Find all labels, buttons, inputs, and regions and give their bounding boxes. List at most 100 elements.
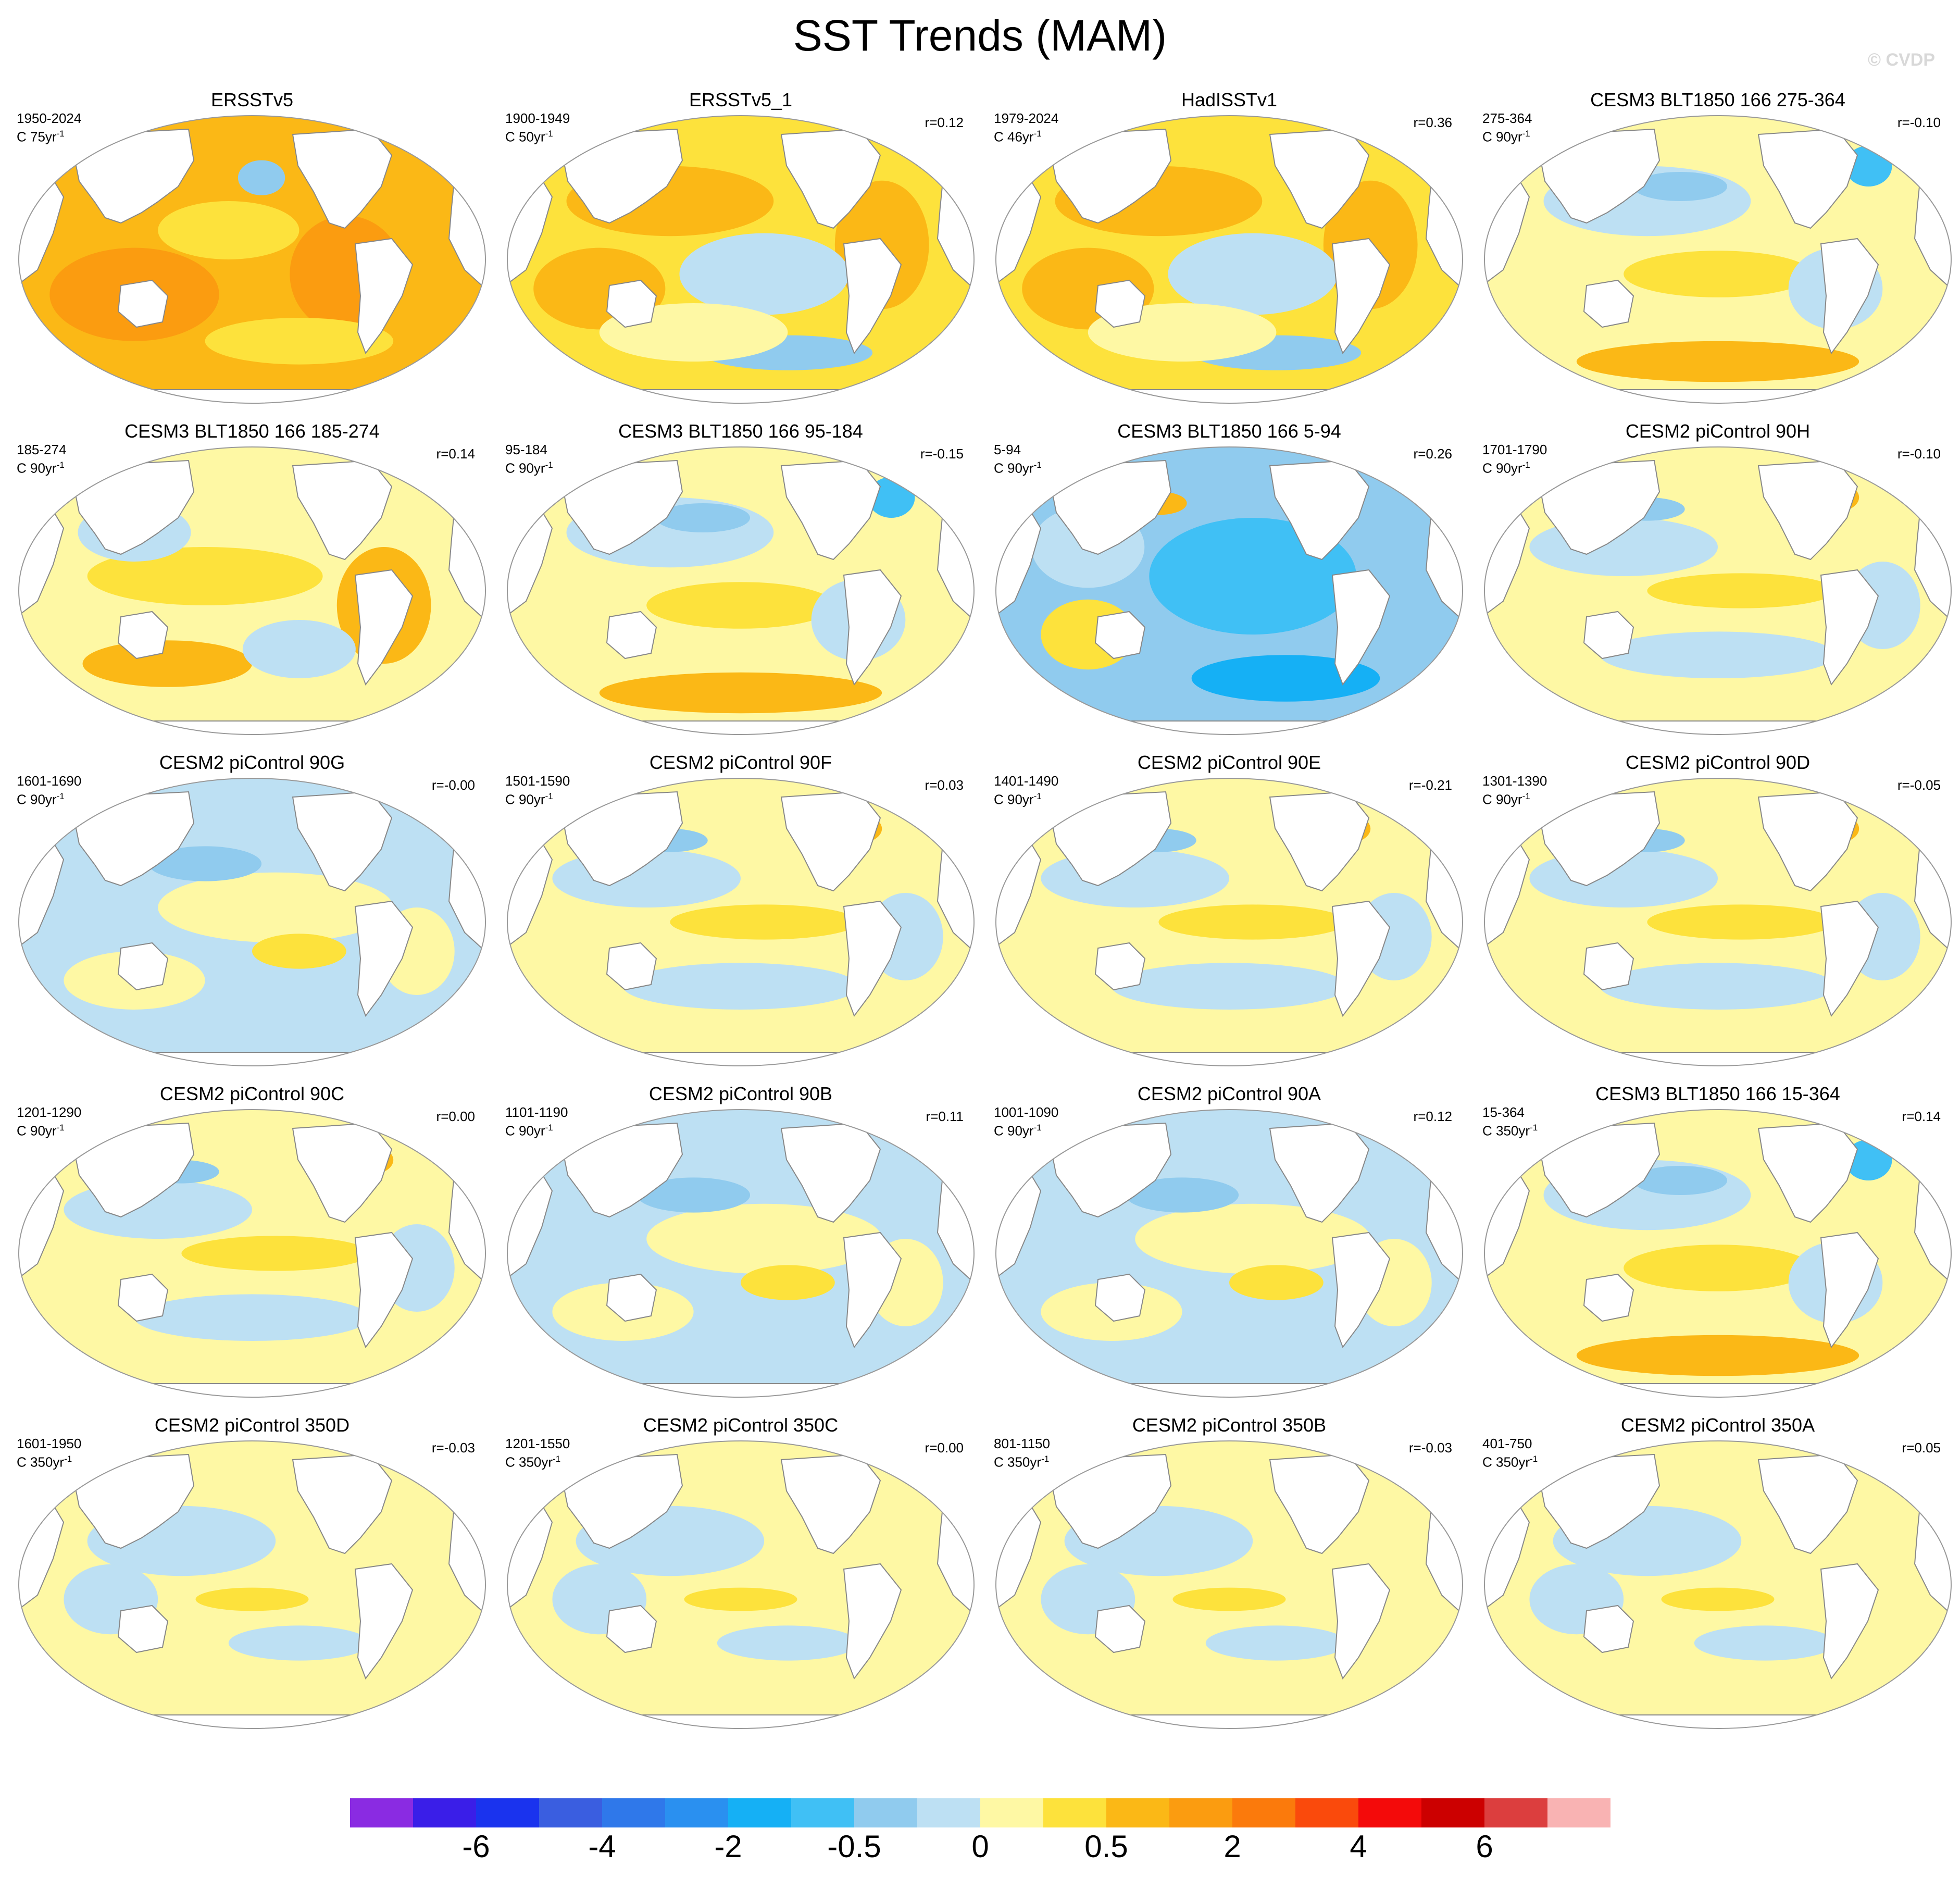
landmass <box>73 1122 195 1218</box>
map-panel: CESM3 BLT1850 166 95-184 95-184 C 90yr-1 r=… <box>497 420 984 751</box>
sst-field <box>996 778 1463 1066</box>
panel-units: C 350yr-1 <box>17 1454 72 1470</box>
map-border <box>18 1440 486 1729</box>
trend-region <box>1624 251 1812 297</box>
map-panel: CESM2 piControl 350B 801-1150 C 350yr-1 r=-… <box>985 1414 1473 1745</box>
map-panel: CESM3 BLT1850 166 5-94 5-94 C 90yr-1 r=0.26 <box>985 420 1473 751</box>
map-border <box>1484 1440 1952 1729</box>
sst-field <box>19 447 485 735</box>
panel-period: 95-184 <box>505 442 547 457</box>
landmass <box>1331 1232 1391 1349</box>
map-border <box>507 1109 975 1398</box>
panel-period: 15-364 <box>1482 1104 1525 1120</box>
panel-units: C 350yr-1 <box>1482 1123 1538 1139</box>
panel-units: C 90yr-1 <box>1482 460 1530 476</box>
world-map <box>1484 446 1952 735</box>
trend-region <box>656 503 751 532</box>
landmass <box>73 791 195 887</box>
map-border <box>507 1440 975 1729</box>
landmass <box>561 1122 683 1218</box>
panel-period: 275-364 <box>1482 110 1532 126</box>
trend-region <box>623 963 858 1010</box>
panel-period: 1979-2024 <box>994 110 1059 126</box>
landmass <box>1539 459 1661 555</box>
panel-correlation: r=0.14 <box>436 446 475 462</box>
colorbar-swatch <box>602 1798 665 1827</box>
colorbar-tick-label: 0.5 <box>1084 1829 1128 1864</box>
sst-field <box>19 116 485 403</box>
panel-title: CESM2 piControl 90E <box>1137 752 1321 773</box>
panel-period: 1950-2024 <box>17 110 82 126</box>
world-map <box>18 446 486 735</box>
map-panel: CESM2 piControl 90H 1701-1790 C 90yr-1 r=-0… <box>1474 420 1960 751</box>
trend-region <box>238 160 285 195</box>
trend-region <box>1633 1166 1728 1195</box>
landmass <box>1094 1273 1146 1322</box>
landmass <box>1539 1122 1661 1218</box>
map-panel: CESM2 piControl 90G 1601-1690 C 90yr-1 r=-0… <box>8 751 496 1083</box>
landmass <box>843 238 902 355</box>
trend-region <box>1158 904 1347 940</box>
panel-correlation: r=0.14 <box>1902 1109 1941 1124</box>
panel-units: C 350yr-1 <box>1482 1454 1538 1470</box>
panel-title: CESM2 piControl 350A <box>1620 1414 1815 1436</box>
landmass <box>1331 900 1391 1017</box>
landmass <box>1820 569 1879 686</box>
panel-correlation: r=0.03 <box>925 777 964 793</box>
panel-period: 1401-1490 <box>994 773 1059 789</box>
world-map <box>995 115 1463 404</box>
map-panel: CESM2 piControl 90F 1501-1590 C 90yr-1 r=0.… <box>497 751 984 1083</box>
landmass <box>780 128 881 229</box>
landmass <box>561 1453 683 1549</box>
world-map <box>18 115 486 404</box>
colorbar-swatch <box>854 1798 917 1827</box>
landmass <box>1539 1453 1661 1549</box>
colorbar-tick-label: 6 <box>1476 1829 1493 1864</box>
landmass <box>117 942 169 991</box>
map-panel: CESM3 BLT1850 166 15-364 15-364 C 350yr-1 r… <box>1474 1083 1960 1414</box>
trend-region <box>679 233 849 315</box>
landmass <box>1331 569 1391 686</box>
colorbar-swatch <box>980 1798 1043 1827</box>
landmass <box>1539 128 1661 224</box>
landmass <box>1583 1273 1634 1322</box>
panel-title: CESM3 BLT1850 166 5-94 <box>1117 420 1341 442</box>
panel-correlation: r=0.26 <box>1413 446 1452 462</box>
colorbar-swatch <box>1295 1798 1358 1827</box>
landmass <box>1820 1232 1879 1349</box>
trend-region <box>134 1294 370 1341</box>
trend-region <box>1694 1625 1836 1661</box>
panel-correlation: r=-0.03 <box>1408 1440 1452 1456</box>
panel-period: 1301-1390 <box>1482 773 1547 789</box>
panel-units: C 90yr-1 <box>994 460 1042 476</box>
landmass <box>354 1563 414 1680</box>
panel-title: CESM3 BLT1850 166 275-364 <box>1590 89 1845 110</box>
world-map <box>995 1440 1463 1729</box>
panel-title: CESM2 piControl 90A <box>1137 1083 1321 1104</box>
colorbar-swatch <box>1484 1798 1547 1827</box>
trend-region <box>1624 1245 1812 1291</box>
panel-correlation: r=0.36 <box>1413 115 1452 130</box>
panel-period: 1201-1550 <box>505 1436 570 1451</box>
landmass <box>606 942 657 991</box>
landmass <box>292 128 393 229</box>
landmass <box>561 128 683 224</box>
world-map <box>995 446 1463 735</box>
landmass <box>1094 942 1146 991</box>
trend-region <box>87 547 323 605</box>
map-panel: CESM2 piControl 350D 1601-1950 C 350yr-1 r=… <box>8 1414 496 1745</box>
landmass <box>1820 900 1879 1017</box>
panel-grid: ERSSTv5 1950-2024 C 75yr-1 ERSSTv5_1 1900-19… <box>8 89 1960 1745</box>
map-border <box>18 446 486 735</box>
colorbar-tick-label: -4 <box>588 1829 616 1864</box>
trend-region <box>684 1587 797 1611</box>
map-panel: CESM2 piControl 350C 1201-1550 C 350yr-1 r=… <box>497 1414 984 1745</box>
trend-region <box>228 1625 370 1661</box>
panel-title: CESM2 piControl 90F <box>649 752 832 773</box>
panel-units: C 90yr-1 <box>505 1123 553 1139</box>
landmass <box>1757 459 1858 561</box>
trend-region <box>1229 1265 1324 1300</box>
colorbar <box>350 1798 1611 1827</box>
landmass <box>843 1563 902 1680</box>
world-map <box>18 1109 486 1398</box>
